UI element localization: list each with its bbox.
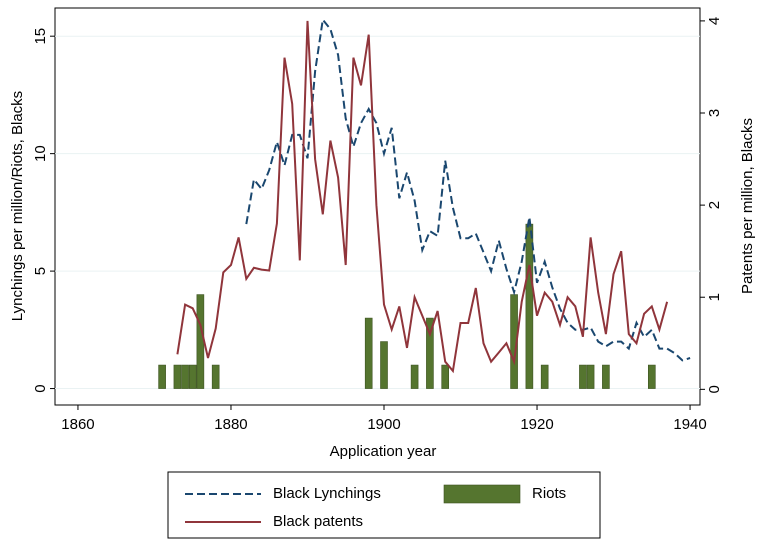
x-tick-label: 1920	[520, 416, 553, 433]
y2-tick-label: 0	[706, 385, 723, 393]
bar	[602, 364, 610, 389]
y2-tick-label: 1	[706, 293, 723, 301]
bar	[647, 364, 656, 389]
x-tick-label: 1900	[367, 416, 400, 433]
x-tick-label: 1940	[673, 416, 706, 433]
bar	[410, 364, 419, 389]
bar	[211, 364, 220, 389]
bar	[579, 364, 587, 389]
y2-tick-label: 3	[706, 109, 723, 117]
y2-tick-label: 2	[706, 201, 723, 209]
legend-label: Riots	[532, 485, 566, 502]
bar	[525, 223, 534, 389]
bar	[586, 364, 595, 389]
x-tick-label: 1880	[214, 416, 247, 433]
legend-swatch	[443, 484, 521, 504]
series-line	[245, 17, 691, 362]
legend-label: Black patents	[273, 513, 363, 530]
series-line	[176, 20, 669, 374]
bar	[181, 364, 189, 389]
legend-label: Black Lynchings	[273, 485, 381, 502]
bar	[364, 317, 373, 389]
y-tick-label: 5	[32, 267, 49, 275]
bar	[380, 341, 388, 389]
bar	[441, 364, 450, 389]
y-tick-label: 0	[32, 384, 49, 392]
bar	[173, 364, 182, 389]
x-tick-label: 1860	[61, 416, 94, 433]
bar	[188, 364, 197, 389]
bar	[540, 364, 549, 389]
x-axis-label: Application year	[330, 443, 437, 460]
y2-tick-label: 4	[706, 17, 723, 25]
y-tick-label: 15	[32, 28, 49, 45]
legend-box	[167, 471, 601, 539]
bar	[158, 364, 166, 389]
bar	[426, 317, 434, 389]
y-tick-label: 10	[32, 145, 49, 162]
bar	[196, 294, 205, 389]
y-axis-label: Lynchings per million/Riots, Blacks	[9, 91, 26, 321]
y2-axis-label: Patents per million, Blacks	[739, 118, 756, 294]
